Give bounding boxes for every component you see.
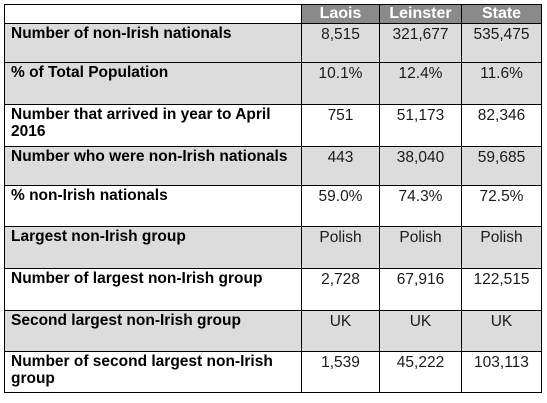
cell-laois: UK xyxy=(301,310,380,352)
row-label: Largest non-Irish group xyxy=(4,226,302,269)
cell-leinster: UK xyxy=(379,310,462,352)
non-irish-nationals-table: Laois Leinster State Number of non-Irish… xyxy=(4,4,542,393)
cell-leinster: 45,222 xyxy=(379,351,462,393)
table-row: % of Total Population 10.1% 12.4% 11.6% xyxy=(4,62,542,105)
cell-laois: 59.0% xyxy=(301,185,380,227)
row-label: Number of largest non-Irish group xyxy=(4,268,302,311)
row-label: % of Total Population xyxy=(4,62,302,105)
cell-leinster: 74.3% xyxy=(379,185,462,227)
row-label: Number who were non-Irish nationals xyxy=(4,146,302,186)
row-label: % non-Irish nationals xyxy=(4,185,302,227)
table-row: Largest non-Irish group Polish Polish Po… xyxy=(4,226,542,269)
cell-laois: 8,515 xyxy=(301,23,380,63)
cell-state: 122,515 xyxy=(461,268,542,311)
cell-state: UK xyxy=(461,310,542,352)
cell-state: 535,475 xyxy=(461,23,542,63)
cell-state: 72.5% xyxy=(461,185,542,227)
row-label: Second largest non-Irish group xyxy=(4,310,302,352)
cell-state: Polish xyxy=(461,226,542,269)
header-laois: Laois xyxy=(301,4,380,24)
row-label: Number of non-Irish nationals xyxy=(4,23,302,63)
cell-leinster: Polish xyxy=(379,226,462,269)
table-row: Number that arrived in year to April 201… xyxy=(4,104,542,147)
table-row: % non-Irish nationals 59.0% 74.3% 72.5% xyxy=(4,185,542,227)
cell-state: 11.6% xyxy=(461,62,542,105)
row-label: Number of second largest non-Irish group xyxy=(4,351,302,393)
cell-laois: 2,728 xyxy=(301,268,380,311)
cell-leinster: 12.4% xyxy=(379,62,462,105)
table-header-row: Laois Leinster State xyxy=(4,4,542,24)
cell-leinster: 38,040 xyxy=(379,146,462,186)
table-row: Number of second largest non-Irish group… xyxy=(4,351,542,393)
cell-state: 103,113 xyxy=(461,351,542,393)
header-state: State xyxy=(461,4,542,24)
cell-leinster: 67,916 xyxy=(379,268,462,311)
cell-laois: 443 xyxy=(301,146,380,186)
table-row: Number who were non-Irish nationals 443 … xyxy=(4,146,542,186)
cell-state: 59,685 xyxy=(461,146,542,186)
cell-laois: 1,539 xyxy=(301,351,380,393)
cell-leinster: 321,677 xyxy=(379,23,462,63)
table-row: Second largest non-Irish group UK UK UK xyxy=(4,310,542,352)
table-row: Number of largest non-Irish group 2,728 … xyxy=(4,268,542,311)
table-row: Number of non-Irish nationals 8,515 321,… xyxy=(4,23,542,63)
cell-leinster: 51,173 xyxy=(379,104,462,147)
row-label: Number that arrived in year to April 201… xyxy=(4,104,302,147)
cell-laois: 751 xyxy=(301,104,380,147)
cell-laois: 10.1% xyxy=(301,62,380,105)
header-blank-cell xyxy=(4,4,302,24)
cell-state: 82,346 xyxy=(461,104,542,147)
header-leinster: Leinster xyxy=(379,4,462,24)
cell-laois: Polish xyxy=(301,226,380,269)
